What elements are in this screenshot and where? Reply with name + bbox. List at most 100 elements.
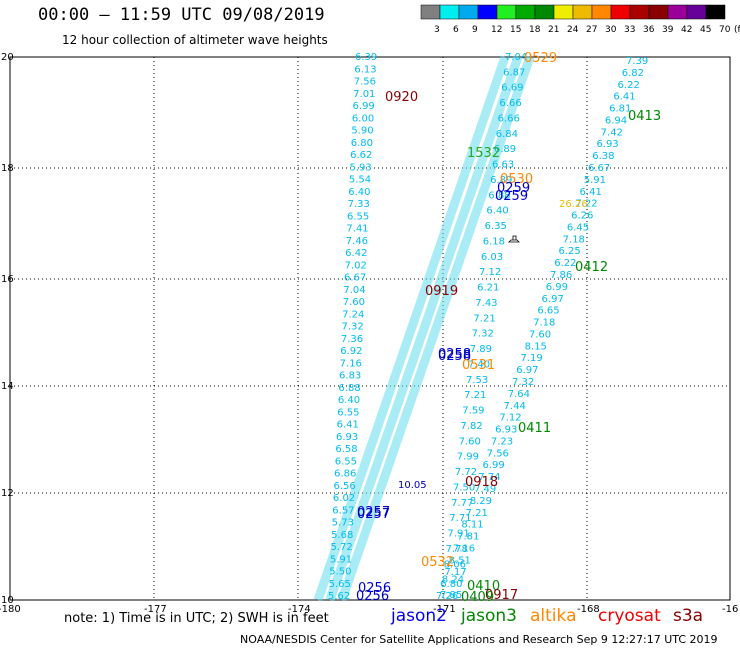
colorbar-swatch: [648, 4, 669, 20]
page-title: 00:00 – 11:59 UTC 09/08/2019: [38, 5, 325, 25]
swh-value: 6.93: [336, 432, 358, 443]
swh-value: 8.06: [444, 559, 466, 570]
y-tick-label: 18: [1, 163, 14, 174]
swh-value: 7.86: [550, 270, 572, 281]
colorbar-label: 21: [548, 25, 559, 35]
colorbar-label: 9: [472, 25, 478, 35]
pass-time-label: 0917: [485, 588, 518, 603]
pass-time-label: 0531: [462, 358, 495, 373]
swh-value: 7.01: [353, 89, 375, 100]
legend-altika: altika: [530, 606, 577, 626]
legend-cryosat: cryosat: [598, 606, 661, 626]
swh-value: 6.22: [554, 258, 576, 269]
map-frame: [9, 56, 731, 601]
swh-value: 6.67: [588, 163, 610, 174]
pass-time-label: 0529: [524, 51, 557, 66]
swh-value: 7.85: [440, 590, 462, 601]
swh-value: 8.29: [470, 496, 492, 507]
pass-time-label: 0257: [357, 507, 390, 522]
swh-value: 6.86: [334, 469, 356, 480]
altimeter-tracks: 6.396.137.567.016.996.005.906.806.625.93…: [313, 52, 648, 602]
swh-value: 7.36: [341, 334, 363, 345]
units-note: note: 1) Time is in UTC; 2) SWH is in fe…: [64, 611, 329, 626]
pass-time-label: 0258: [438, 347, 471, 362]
colorbar-swatch: [572, 4, 593, 20]
swh-value: 6.41: [337, 420, 359, 431]
swh-value: 6.89: [490, 175, 512, 186]
y-tick-label: 20: [1, 52, 14, 63]
swh-value: 6.80: [351, 138, 373, 149]
swh-value: 7.49: [474, 484, 496, 495]
colorbar-label: (ft): [734, 25, 740, 35]
swh-value: 7.82: [460, 421, 482, 432]
swh-value: 6.88: [488, 190, 510, 201]
swh-value: 6.40: [348, 187, 370, 198]
swh-value: 7.56: [354, 77, 376, 88]
swh-value: 6.03: [481, 252, 503, 263]
colorbar-label: 39: [662, 25, 674, 35]
pass-time-labels: 052909200413153205300259025926.260412091…: [356, 51, 661, 605]
swh-value: 6.82: [622, 68, 644, 79]
pass-time-label: 1532: [467, 146, 500, 161]
swh-value: 7.53: [466, 375, 488, 386]
pass-time-label: 0920: [385, 90, 418, 105]
swh-value: 7.16: [340, 358, 362, 369]
swh-value: 7.43: [475, 298, 497, 309]
swh-value: 6.94: [605, 115, 627, 126]
colorbar-swatch: [534, 4, 555, 20]
swh-value: 7.04: [343, 285, 365, 296]
pass-time-label: 0257: [357, 505, 390, 520]
colorbar-label: 45: [700, 25, 711, 35]
x-tick-label: -177: [144, 604, 167, 615]
swh-value: 6.84: [496, 129, 518, 140]
pass-time-label: 0919: [425, 284, 458, 299]
y-tick-label: 14: [1, 381, 14, 392]
x-tick-label: -171: [433, 604, 456, 615]
swh-value: 6.55: [335, 456, 357, 467]
pass-time-label: 10.05: [398, 480, 427, 491]
swh-value: 7.60: [529, 329, 551, 340]
colorbar-swatch: [496, 4, 517, 20]
x-tick-label: -168: [577, 604, 600, 615]
colorbar-swatch: [667, 4, 688, 20]
swh-value: 7.12: [499, 413, 521, 424]
swh-value: 6.93: [495, 425, 517, 436]
swh-value: 7.91: [447, 529, 469, 540]
swh-value: 6.67: [344, 273, 366, 284]
x-tick-label: -16: [722, 604, 738, 615]
swh-value: 8.51: [449, 555, 471, 566]
pass-time-label: 0410: [467, 579, 500, 594]
y-tick-label: 10: [1, 595, 14, 606]
swh-value: 7.78: [446, 544, 468, 555]
swh-value: 6.41: [613, 92, 635, 103]
swh-value: 6.13: [354, 64, 376, 75]
colorbar-label: 42: [681, 25, 692, 35]
swh-value: 6.55: [337, 407, 359, 418]
page-subtitle: 12 hour collection of altimeter wave hei…: [62, 33, 328, 47]
swh-value: 7.16: [453, 543, 475, 554]
swh-value: 7.42: [601, 127, 623, 138]
colorbar-label: 33: [624, 25, 635, 35]
swh-value: 7.21: [464, 390, 486, 401]
swh-value: 5.73: [332, 518, 354, 529]
swh-value: 6.25: [558, 246, 580, 257]
swh-value: 6.45: [567, 222, 589, 233]
colorbar-label: 15: [510, 25, 521, 35]
legend-jason2: jason2: [391, 606, 447, 626]
x-tick-label: -180: [0, 604, 21, 615]
swh-value: 6.41: [580, 187, 602, 198]
colorbar-label: 27: [586, 25, 597, 35]
swh-value: 6.66: [498, 113, 520, 124]
swh-value: 7.18: [563, 234, 585, 245]
legend-jason3: jason3: [461, 606, 517, 626]
y-tick-label: 16: [1, 274, 14, 285]
colorbar-swatch: [610, 4, 631, 20]
swh-value: 7.19: [520, 353, 542, 364]
colorbar-label: 12: [491, 25, 502, 35]
pass-time-label: 26.26: [559, 199, 588, 210]
swh-value: 8.11: [461, 520, 483, 531]
swh-value: 6.21: [477, 283, 499, 294]
swh-value: 7.02: [345, 260, 367, 271]
swh-value: 6.18: [483, 236, 505, 247]
swh-value: 6.56: [334, 481, 356, 492]
